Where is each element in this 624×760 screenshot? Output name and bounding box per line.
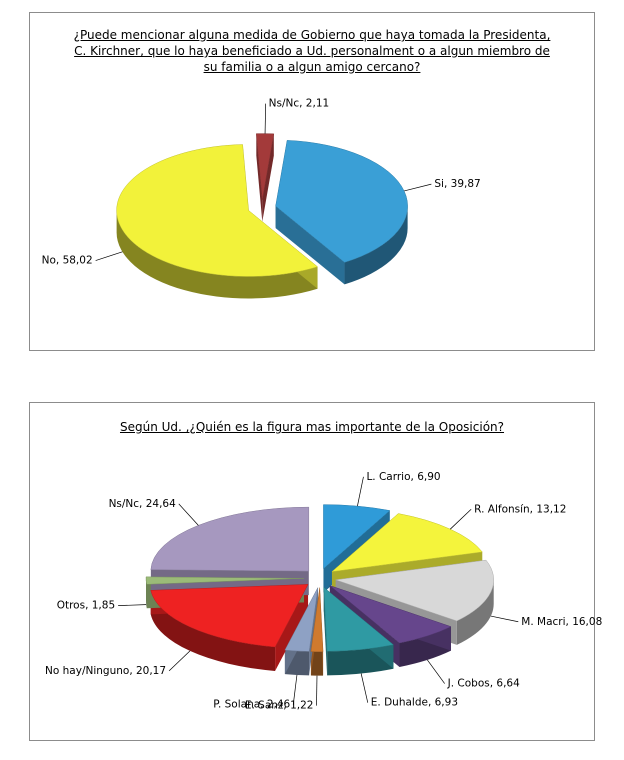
data-label: Ns/Nc, 2,11 (269, 98, 330, 110)
leader-line (168, 650, 191, 672)
data-label: No, 58,02 (42, 255, 93, 267)
slice-cut (275, 206, 345, 285)
slice (150, 584, 309, 648)
slice (116, 144, 319, 277)
leader-line (449, 509, 472, 530)
leader-line (118, 604, 147, 607)
data-label: R. Alfonsín, 13,12 (474, 503, 566, 515)
data-label: L. Carrio, 6,90 (366, 471, 440, 483)
data-label: J. Cobos, 6,64 (447, 678, 520, 690)
data-label: Otros, 1,85 (57, 600, 115, 612)
data-label: M. Macri, 16,08 (521, 616, 602, 628)
slice-side (344, 206, 408, 285)
slice (284, 587, 319, 652)
data-label: P. Solana, 2,46 (213, 699, 290, 711)
slice (310, 587, 324, 652)
slice-side (116, 210, 318, 299)
tops (116, 133, 494, 652)
data-label: No hay/Ninguno, 20,17 (45, 665, 166, 677)
slice (145, 576, 305, 585)
slice (323, 504, 391, 570)
data-label: Si, 39,87 (434, 178, 480, 190)
leader-line (490, 615, 519, 623)
slice (150, 506, 310, 572)
chart-title: Según Ud. ,¿Quién es la figura mas impor… (119, 420, 505, 434)
leader-line (95, 251, 123, 261)
slice (256, 133, 275, 200)
leader-line (292, 674, 298, 705)
slice-cut (323, 587, 328, 676)
chart-frame: ¿Puede mencionar alguna medida de Gobier… (29, 12, 595, 351)
slice-side (150, 590, 276, 671)
slice-side (310, 651, 324, 676)
slice (331, 513, 483, 572)
slice-side (456, 579, 494, 645)
data-label: E. Duhalde, 6,93 (371, 697, 458, 709)
leader-line (360, 673, 369, 703)
chart-title: ¿Puede mencionar alguna medida de Gobier… (73, 28, 551, 74)
leader-line (357, 476, 364, 507)
slice-cut (262, 133, 274, 222)
slice (335, 559, 494, 622)
slice (275, 140, 408, 263)
data-label: E. Sanz, 1,22 (245, 700, 314, 712)
slice (329, 585, 452, 644)
slice (323, 586, 394, 652)
leader-line (427, 659, 445, 684)
chart-frame: Según Ud. ,¿Quién es la figura mas impor… (29, 402, 595, 741)
leader-line (404, 183, 432, 192)
data-label: Ns/Nc, 24,64 (109, 498, 177, 510)
leader-line (264, 103, 266, 134)
leader-line (178, 503, 199, 526)
slice-cut (256, 133, 263, 222)
labels: Si, 39,87 No, 58,02 Ns/Nc, 2,11 L. Carrio, … (42, 98, 603, 712)
